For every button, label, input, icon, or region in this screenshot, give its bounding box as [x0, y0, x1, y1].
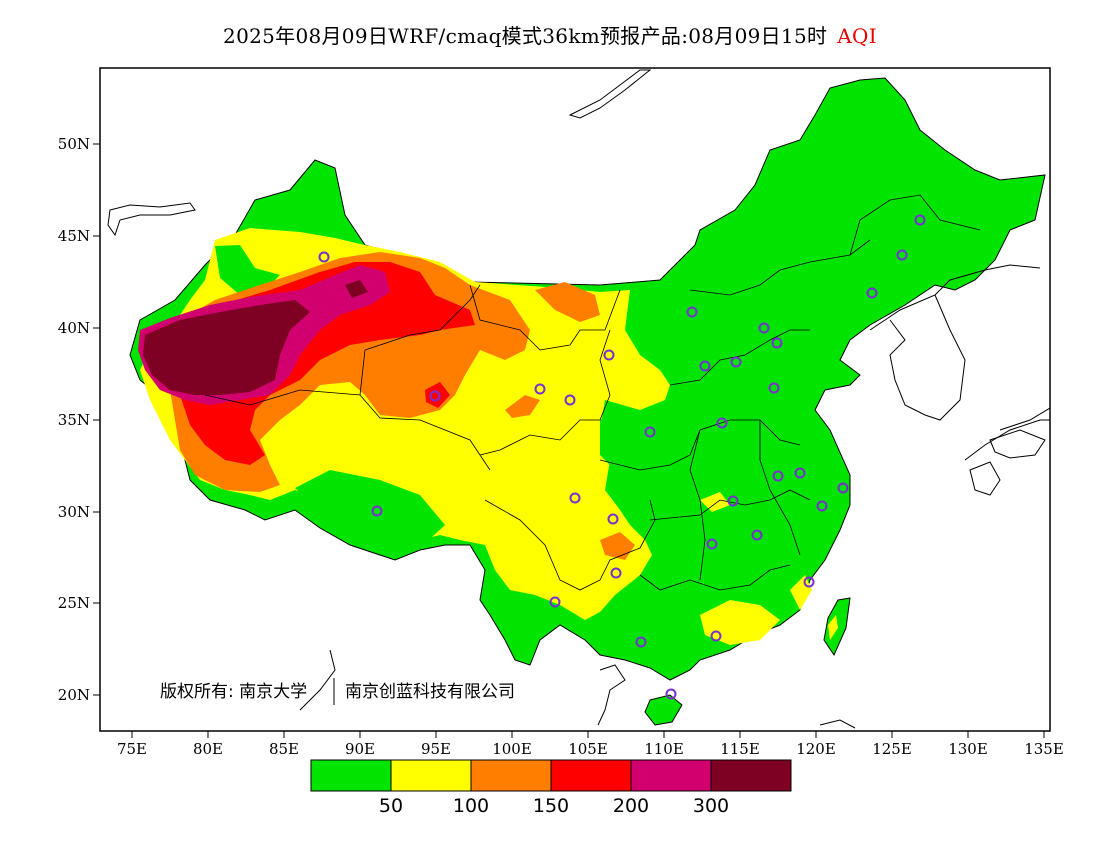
copyright-owner: 版权所有: 南京大学: [160, 682, 307, 702]
lon-tick-label: 85E: [269, 740, 299, 758]
province-boundaries: [204, 194, 981, 591]
lat-tick-label: 30N: [58, 503, 90, 521]
map-title: 2025年08月09日WRF/cmaq模式36km预报产品:08月09日15时 A…: [0, 20, 1100, 49]
lat-tick-label: 25N: [58, 594, 90, 612]
lat-tick-label: 45N: [58, 227, 90, 245]
lon-tick-label: 125E: [872, 740, 912, 758]
station-marker: [706, 538, 718, 550]
station-marker: [607, 513, 619, 525]
lat-tick-label: 35N: [58, 411, 90, 429]
station-marker: [710, 630, 722, 642]
lat-tick-label: 40N: [58, 319, 90, 337]
station-marker: [768, 382, 780, 394]
aqi-hazardous-patch: [345, 280, 368, 298]
aqi-region-hazardous: [143, 300, 310, 395]
legend-swatch: [470, 759, 552, 792]
station-marker: [727, 495, 739, 507]
station-marker: [686, 306, 698, 318]
station-marker: [866, 287, 878, 299]
lon-tick-label: 105E: [568, 740, 608, 758]
legend-swatch: [390, 759, 472, 792]
legend-label: 300: [693, 795, 729, 817]
station-marker: [569, 492, 581, 504]
station-marker: [318, 251, 330, 263]
station-marker: [564, 394, 576, 406]
aqi-good-pocket-sw: [295, 470, 445, 555]
taiwan-moderate-patch: [828, 615, 838, 640]
aqi-usg-patch-north: [535, 282, 600, 322]
station-marker: [716, 417, 728, 429]
aqi-moderate-patch-central: [700, 492, 730, 512]
aqi-legend: 50 100 150 200 300: [310, 759, 792, 817]
station-marker: [730, 356, 742, 368]
station-marker: [699, 360, 711, 372]
station-marker: [816, 500, 828, 512]
station-marker: [610, 567, 622, 579]
station-marker: [371, 505, 383, 517]
station-marker: [837, 482, 849, 494]
monitoring-stations: [318, 214, 926, 700]
lat-tick-label: 50N: [58, 135, 90, 153]
aqi-good-pocket-nw: [215, 245, 280, 295]
lon-tick-label: 120E: [796, 740, 836, 758]
legend-swatch: [710, 759, 792, 792]
legend-label: 200: [613, 795, 649, 817]
title-main: 2025年08月09日WRF/cmaq模式36km预报产品:08月09日15时: [223, 24, 828, 48]
lon-tick-label: 115E: [720, 740, 760, 758]
lon-tick-label: 110E: [644, 740, 684, 758]
station-marker: [603, 349, 615, 361]
station-marker: [803, 576, 815, 588]
lon-tick-label: 135E: [1024, 740, 1064, 758]
lon-tick-label: 100E: [492, 740, 532, 758]
station-marker: [665, 688, 677, 700]
legend-swatch: [550, 759, 632, 792]
station-marker: [429, 390, 441, 402]
lon-tick-label: 80E: [193, 740, 223, 758]
legend-label: 100: [453, 795, 489, 817]
station-marker: [635, 636, 647, 648]
station-marker: [644, 426, 656, 438]
station-marker: [751, 529, 763, 541]
station-marker: [771, 337, 783, 349]
title-variable: AQI: [837, 24, 877, 48]
lat-axis: 50N 45N 40N 35N 30N 25N 20N: [58, 135, 100, 704]
station-marker: [549, 596, 561, 608]
station-marker: [534, 383, 546, 395]
lon-axis: 75E 80E 85E 90E 95E 100E 105E 110E 115E …: [117, 731, 1064, 758]
station-marker: [794, 467, 806, 479]
hainan-island: [644, 694, 683, 726]
lon-tick-label: 130E: [948, 740, 988, 758]
aqi-moderate-patch-coast: [790, 575, 812, 610]
lon-tick-label: 95E: [421, 740, 451, 758]
aqi-unhealthy-patch: [425, 382, 450, 408]
station-marker: [896, 249, 908, 261]
copyright-partner: 南京创蓝科技有限公司: [345, 682, 515, 702]
lat-tick-label: 20N: [58, 686, 90, 704]
aqi-usg-patch-central: [505, 395, 540, 418]
aqi-good-pocket-east: [600, 410, 640, 470]
lon-tick-label: 90E: [345, 740, 375, 758]
map-content: 版权所有: 南京大学 南京创蓝科技有限公司: [107, 69, 1050, 729]
coastlines: [107, 69, 1050, 729]
station-marker: [772, 470, 784, 482]
aqi-usg-patch-south: [600, 532, 635, 560]
lon-tick-label: 75E: [117, 740, 147, 758]
station-marker: [914, 214, 926, 226]
legend-swatch: [310, 759, 392, 792]
legend-swatch: [630, 759, 712, 792]
legend-label: 50: [379, 795, 403, 817]
station-marker: [758, 322, 770, 334]
legend-label: 150: [533, 795, 569, 817]
